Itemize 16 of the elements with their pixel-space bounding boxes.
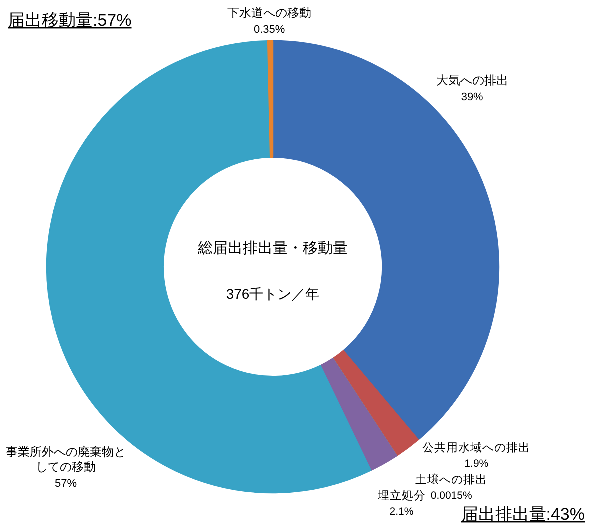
slice-label: 事業所外への廃棄物としての移動 — [6, 445, 126, 474]
data-label: 1.9% — [464, 458, 489, 470]
data-label: 2.1% — [390, 506, 414, 518]
text: 376千トン／年 — [226, 286, 320, 302]
slice-label: 土壌への排出 — [416, 472, 488, 486]
text: 届出移動量:57% — [8, 11, 132, 30]
text: 届出排出量:43% — [461, 505, 585, 524]
slice-label: 下水道への移動 — [228, 6, 312, 20]
data-label: 57% — [55, 478, 78, 490]
slice-label: 埋立処分 — [376, 488, 426, 503]
data-label: 39% — [461, 92, 484, 104]
slice-label: 公共用水域への排出 — [422, 442, 531, 455]
slice-label: 大気への排出 — [436, 74, 508, 88]
data-label: 0.0015% — [430, 490, 472, 502]
text: 総届出排出量・移動量 — [197, 240, 348, 257]
data-label: 0.35% — [254, 24, 286, 36]
